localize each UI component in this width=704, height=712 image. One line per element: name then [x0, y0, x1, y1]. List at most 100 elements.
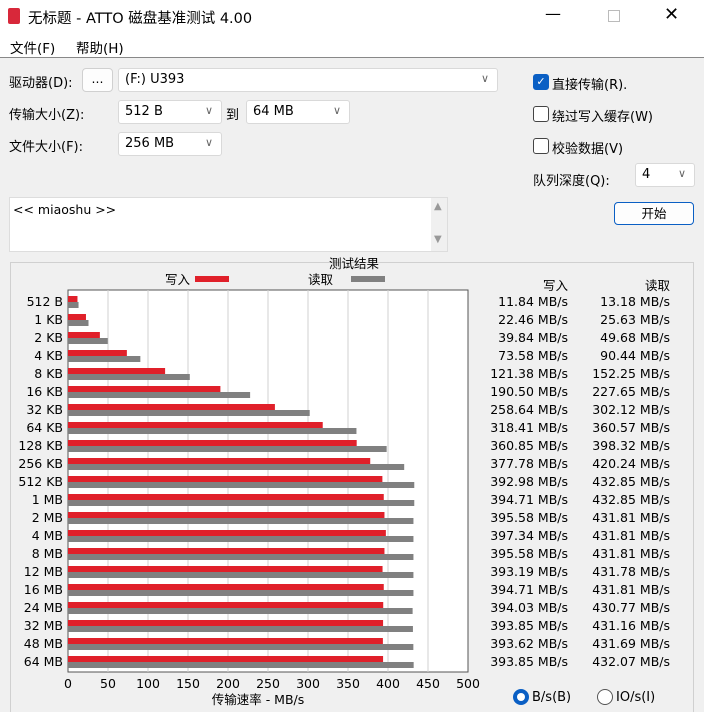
x-tick-label: 50 [100, 676, 116, 691]
legend-write-label: 写入 [165, 272, 191, 287]
menu-help[interactable]: 帮助(H) [76, 41, 124, 57]
read-value: 13.18 MB/s [600, 294, 670, 309]
read-value: 431.81 MB/s [592, 582, 670, 597]
read-bar [68, 518, 414, 524]
read-value: 398.32 MB/s [592, 438, 670, 453]
write-bar [68, 314, 86, 320]
chevron-down-icon: ∨ [332, 104, 341, 117]
category-label: 128 KB [18, 438, 63, 453]
read-value: 430.77 MB/s [592, 600, 670, 615]
bypass-cache-label: 绕过写入缓存(W) [552, 110, 653, 125]
read-value: 431.81 MB/s [592, 510, 670, 525]
chart-title: 测试结果 [329, 256, 380, 271]
x-axis-label: 传输速率 - MB/s [212, 692, 305, 707]
write-value: 11.84 MB/s [498, 294, 568, 309]
scroll-down-icon[interactable]: ▼ [434, 234, 442, 245]
start-button[interactable]: 开始 [614, 202, 694, 225]
maximize-button[interactable] [608, 10, 620, 22]
category-label: 1 MB [32, 492, 63, 507]
write-bar [68, 440, 357, 446]
write-bar [68, 368, 166, 374]
category-label: 1 KB [34, 312, 63, 327]
category-label: 2 MB [32, 510, 63, 525]
chevron-down-icon: ∨ [677, 167, 686, 180]
write-bar [68, 350, 127, 356]
read-bar [68, 662, 414, 668]
x-tick-label: 200 [216, 676, 240, 691]
read-bar [68, 572, 414, 578]
read-bar [68, 590, 414, 596]
read-value: 90.44 MB/s [600, 348, 670, 363]
bps-radio[interactable] [513, 689, 529, 705]
direct-transfer-checkbox[interactable]: ✓ [533, 74, 549, 90]
disk-icon [8, 8, 20, 24]
to-label: 到 [226, 108, 240, 123]
write-value: 393.85 MB/s [490, 618, 568, 633]
drive-label: 驱动器(D): [9, 76, 73, 91]
drive-value: (F:) U393 [125, 72, 185, 87]
write-bar [68, 404, 275, 410]
category-label: 2 KB [34, 330, 63, 345]
legend-write-swatch [195, 276, 229, 282]
read-bar [68, 500, 415, 506]
verify-data-checkbox[interactable] [533, 138, 549, 154]
category-label: 24 MB [24, 600, 63, 615]
category-label: 8 MB [32, 546, 63, 561]
verify-data-label: 校验数据(V) [552, 142, 624, 157]
chevron-down-icon: ∨ [480, 72, 489, 85]
write-value: 258.64 MB/s [490, 402, 568, 417]
x-tick-label: 300 [296, 676, 320, 691]
bps-label: B/s(B) [532, 690, 572, 705]
bypass-cache-checkbox[interactable] [533, 106, 549, 122]
category-label: 512 KB [18, 474, 63, 489]
scroll-up-icon[interactable]: ▲ [434, 201, 442, 212]
transfer-to-value: 64 MB [253, 104, 294, 119]
file-size-select[interactable]: 256 MB ∨ [118, 132, 222, 156]
minimize-button[interactable]: — [545, 4, 561, 23]
category-label: 32 MB [24, 618, 63, 633]
scrollbar[interactable]: ▲ ▼ [431, 198, 447, 251]
menu-bar: 文件(F) 帮助(H) [0, 32, 704, 58]
read-value: 227.65 MB/s [592, 384, 670, 399]
category-label: 8 KB [34, 366, 63, 381]
drive-select[interactable]: (F:) U393 ∨ [118, 68, 498, 92]
description-textarea[interactable]: << miaoshu >> ▲ ▼ [9, 197, 448, 252]
write-value: 393.62 MB/s [490, 636, 568, 651]
category-label: 512 B [27, 294, 63, 309]
write-value: 394.71 MB/s [490, 492, 568, 507]
transfer-to-select[interactable]: 64 MB ∨ [246, 100, 350, 124]
category-label: 32 KB [26, 402, 63, 417]
read-value: 152.25 MB/s [592, 366, 670, 381]
write-bar [68, 386, 221, 392]
menu-file[interactable]: 文件(F) [10, 41, 56, 57]
browse-button[interactable]: ... [82, 68, 113, 92]
close-button[interactable]: ✕ [664, 4, 680, 25]
category-label: 48 MB [24, 636, 63, 651]
category-label: 64 MB [24, 654, 63, 669]
write-bar [68, 530, 386, 536]
write-bar [68, 548, 385, 554]
write-bar [68, 476, 383, 482]
transfer-size-label: 传输大小(Z): [9, 108, 85, 123]
write-bar [68, 296, 78, 302]
write-value: 190.50 MB/s [490, 384, 568, 399]
transfer-from-value: 512 B [125, 104, 163, 119]
category-label: 4 MB [32, 528, 63, 543]
read-value: 49.68 MB/s [600, 330, 670, 345]
transfer-from-select[interactable]: 512 B ∨ [118, 100, 222, 124]
x-tick-label: 450 [416, 676, 440, 691]
read-bar [68, 446, 387, 452]
legend-read-label: 读取 [308, 272, 334, 287]
read-value: 431.78 MB/s [592, 564, 670, 579]
queue-depth-value: 4 [642, 167, 651, 182]
read-value: 431.69 MB/s [592, 636, 670, 651]
write-value: 393.85 MB/s [490, 654, 568, 669]
iops-radio[interactable] [597, 689, 613, 705]
read-bar [68, 608, 413, 614]
queue-depth-select[interactable]: 4 ∨ [635, 163, 695, 187]
read-bar [68, 302, 79, 308]
x-tick-label: 100 [136, 676, 160, 691]
read-bar [68, 644, 414, 650]
direct-transfer-label: 直接传输(R). [552, 78, 628, 93]
window-title: 无标题 - ATTO 磁盘基准测试 4.00 [28, 11, 253, 27]
